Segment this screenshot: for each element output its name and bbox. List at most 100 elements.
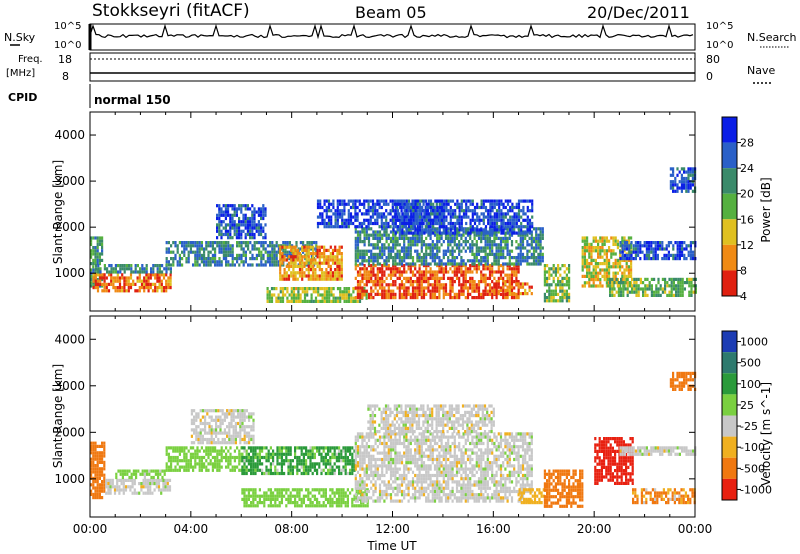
echo-cell bbox=[305, 248, 308, 252]
echo-cell bbox=[399, 205, 402, 210]
echo-cell bbox=[367, 262, 371, 266]
echo-cell bbox=[197, 415, 200, 419]
freq-tick-top: 18 bbox=[58, 53, 72, 66]
echo-cell bbox=[431, 243, 434, 247]
echo-cell bbox=[381, 289, 384, 293]
echo-cell bbox=[623, 236, 626, 240]
echo-cell bbox=[235, 207, 238, 211]
echo-cell bbox=[462, 246, 465, 250]
echo-cell bbox=[504, 227, 507, 231]
echo-cell bbox=[493, 240, 496, 244]
nsky-trace bbox=[88, 23, 694, 50]
echo-cell bbox=[323, 221, 326, 226]
echo-cell bbox=[405, 212, 408, 216]
echo-cell bbox=[216, 229, 219, 233]
echo-cell bbox=[425, 212, 428, 216]
echo-cell bbox=[356, 259, 360, 263]
echo-cell bbox=[205, 263, 208, 267]
echo-cell bbox=[519, 249, 522, 253]
echo-cell bbox=[253, 207, 256, 211]
echo-cell bbox=[349, 218, 353, 222]
echo-cell bbox=[294, 258, 297, 262]
echo-cell bbox=[356, 256, 360, 260]
echo-cell bbox=[653, 277, 656, 281]
echo-cell bbox=[290, 261, 293, 265]
echo-cell bbox=[329, 255, 332, 259]
echo-cell bbox=[382, 212, 386, 216]
echo-cell bbox=[321, 287, 324, 291]
echo-cell bbox=[510, 292, 514, 296]
echo-cell bbox=[117, 270, 120, 274]
echo-cell bbox=[421, 218, 424, 222]
echo-cell bbox=[330, 209, 333, 213]
echo-cell bbox=[471, 218, 474, 222]
echo-cell bbox=[528, 288, 531, 292]
echo-cell bbox=[158, 276, 161, 280]
echo-cell bbox=[132, 469, 135, 473]
echo-cell bbox=[220, 452, 223, 456]
echo-cell bbox=[683, 170, 686, 174]
echo-cell bbox=[309, 268, 313, 272]
echo-cell bbox=[429, 270, 432, 274]
echo-cell bbox=[383, 289, 386, 293]
echo-cell bbox=[495, 225, 499, 229]
echo-cell bbox=[387, 292, 390, 296]
echo-cell bbox=[367, 209, 370, 213]
echo-cell bbox=[586, 249, 589, 253]
echo-cell bbox=[370, 292, 373, 296]
echo-cell bbox=[531, 202, 534, 206]
echo-cell bbox=[318, 277, 321, 281]
echo-cell bbox=[284, 247, 287, 251]
echo-cell bbox=[329, 277, 332, 281]
echo-cell bbox=[160, 286, 163, 290]
echo-cell bbox=[613, 293, 616, 297]
echo-cell bbox=[383, 230, 386, 234]
echo-cell bbox=[105, 478, 108, 482]
echo-cell bbox=[341, 293, 344, 297]
echo-cell bbox=[92, 276, 95, 280]
echo-cell bbox=[451, 236, 454, 240]
echo-cell bbox=[185, 446, 188, 450]
echo-cell bbox=[238, 204, 241, 208]
echo-cell bbox=[273, 244, 276, 248]
echo-cell bbox=[255, 253, 258, 257]
echo-cell bbox=[301, 277, 304, 281]
echo-cell bbox=[454, 215, 457, 219]
echo-cell bbox=[172, 455, 175, 460]
echo-cell bbox=[194, 253, 197, 257]
echo-cell bbox=[361, 276, 364, 280]
echo-cell bbox=[506, 262, 509, 266]
echo-cell bbox=[513, 273, 516, 277]
echo-cell bbox=[387, 212, 390, 216]
echo-cell bbox=[609, 284, 612, 288]
echo-cell bbox=[480, 249, 483, 253]
echo-cell bbox=[281, 258, 284, 262]
echo-cell bbox=[480, 276, 483, 280]
echo-cell bbox=[689, 183, 692, 187]
echo-cell bbox=[411, 243, 415, 247]
echo-cell bbox=[238, 229, 241, 233]
echo-cell bbox=[422, 286, 426, 290]
echo-cell bbox=[506, 221, 510, 226]
echo-cell bbox=[416, 296, 419, 300]
echo-cell bbox=[473, 252, 476, 256]
echo-cell bbox=[486, 256, 489, 260]
echo-cell bbox=[592, 274, 595, 278]
echo-cell bbox=[678, 180, 681, 184]
echo-cell bbox=[282, 247, 285, 251]
echo-cell bbox=[678, 241, 681, 245]
echo-cell bbox=[121, 267, 124, 271]
echo-cell bbox=[343, 299, 346, 303]
echo-cell bbox=[460, 292, 463, 296]
echo-cell bbox=[380, 221, 383, 226]
echo-cell bbox=[101, 289, 104, 293]
echo-cell bbox=[253, 223, 256, 227]
echo-cell bbox=[643, 241, 646, 245]
echo-cell bbox=[209, 462, 212, 466]
echo-cell bbox=[227, 250, 230, 254]
echo-cell bbox=[528, 221, 532, 226]
echo-cell bbox=[469, 264, 472, 268]
echo-cell bbox=[336, 277, 339, 281]
echo-cell bbox=[480, 240, 483, 244]
echo-cell bbox=[491, 296, 494, 300]
